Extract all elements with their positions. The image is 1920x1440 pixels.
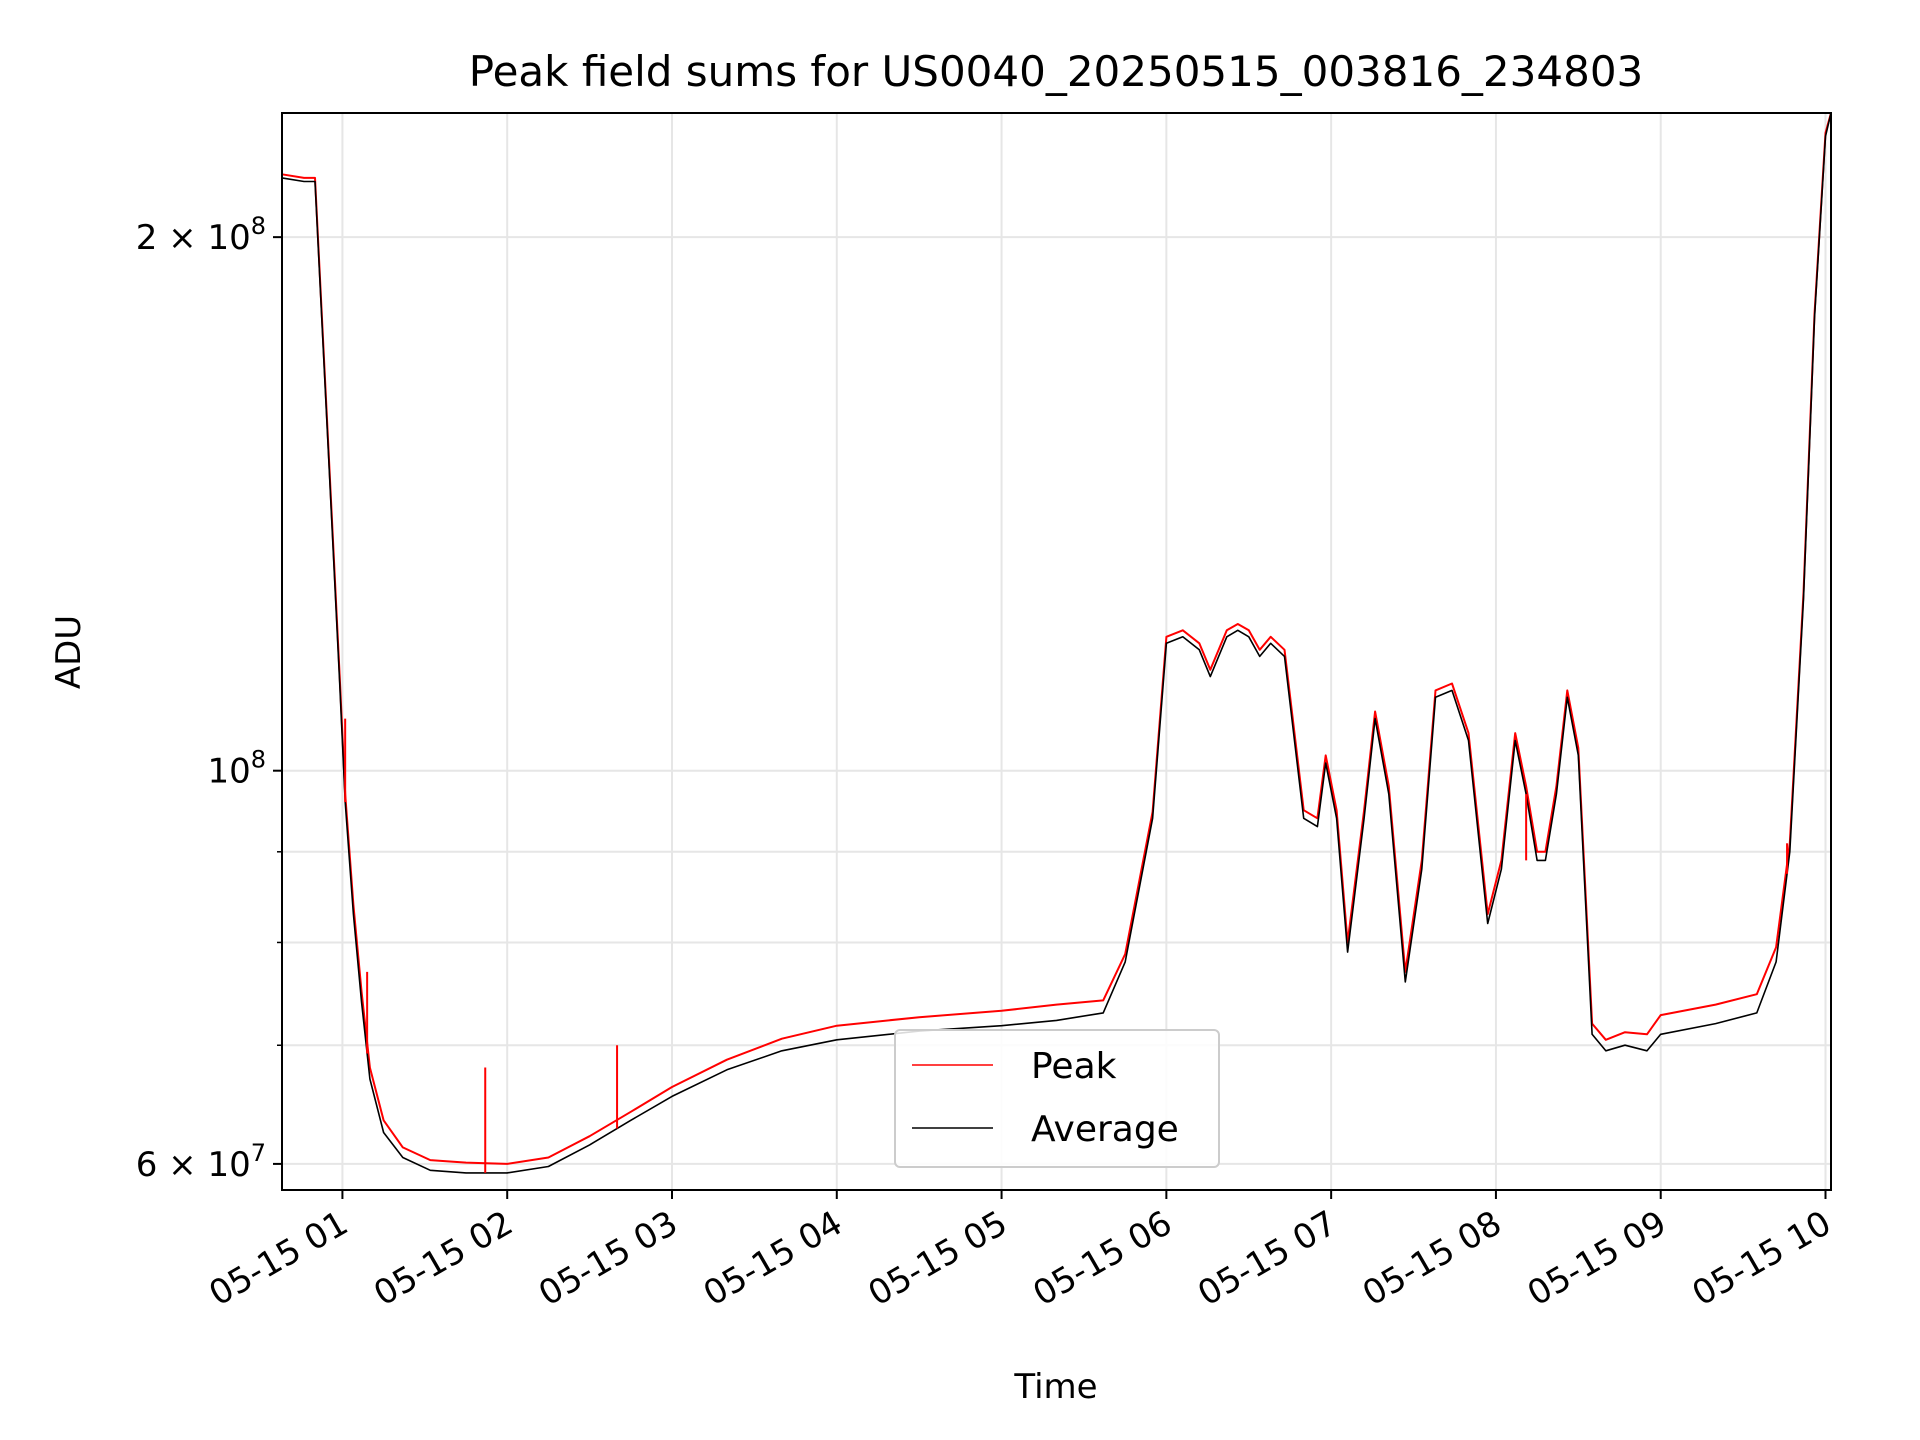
series-line-average bbox=[281, 112, 1832, 1174]
legend: Peak Average bbox=[894, 1029, 1220, 1168]
axes-frame bbox=[281, 112, 1832, 1191]
y-axis-label: ADU bbox=[49, 615, 89, 689]
y-tick-label: 2 × 108 bbox=[136, 212, 266, 258]
legend-average-label: Average bbox=[1031, 1109, 1179, 1150]
series-line-peak bbox=[281, 112, 1832, 1165]
legend-peak-label: Peak bbox=[1031, 1046, 1117, 1087]
plot-lines bbox=[281, 112, 1832, 1174]
y-axis-ticks: 6 × 107 108 2 × 108 bbox=[136, 212, 282, 1185]
x-axis-label: Time bbox=[1013, 1367, 1097, 1407]
chart-title: Peak field sums for US0040_20250515_0038… bbox=[469, 47, 1644, 96]
y-tick-label: 108 bbox=[207, 746, 266, 792]
y-tick-label: 6 × 107 bbox=[136, 1139, 266, 1185]
